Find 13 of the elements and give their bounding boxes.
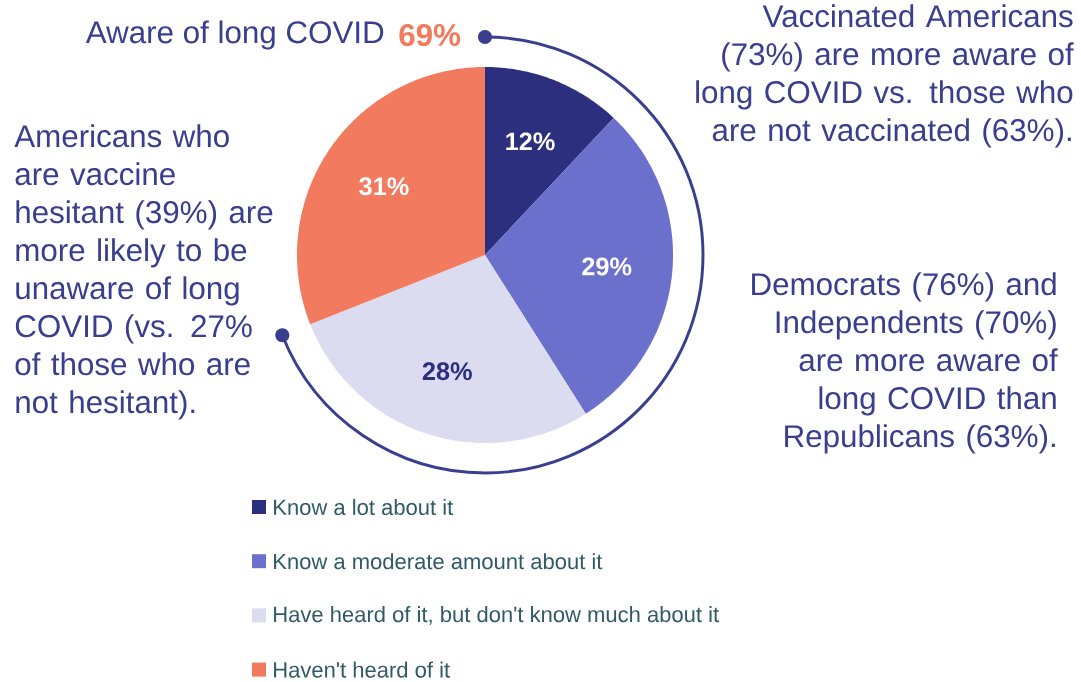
legend-label: Know a moderate amount about it — [274, 553, 603, 570]
data-label: 31% — [359, 177, 409, 196]
legend-label: Haven't heard of it — [274, 661, 450, 678]
text: 69% — [399, 23, 461, 47]
data-label: 12% — [506, 132, 555, 151]
legend-label: Know a lot about it — [274, 498, 454, 516]
text: Vaccinated Americans (73%) are more aware of long COVID vs. those who are not vaccinated (63%). — [696, 4, 1074, 148]
text: Americans who are vaccine hesitant (39%) are more likely to be unaware of long COVID (vs. 27% of those who are not hesitant). — [14, 124, 273, 420]
data-label: 29% — [582, 257, 632, 276]
text: Democrats (76%) and Independents (70%) are more aware of long COVID than Republicans (63%). — [752, 272, 1058, 454]
text: Aware of long COVID — [85, 20, 384, 50]
data-label: 28% — [422, 362, 472, 381]
legend-label: Have heard of it, but don't know much about it — [274, 606, 719, 625]
